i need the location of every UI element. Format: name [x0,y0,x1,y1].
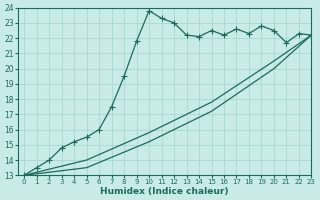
X-axis label: Humidex (Indice chaleur): Humidex (Indice chaleur) [100,187,229,196]
